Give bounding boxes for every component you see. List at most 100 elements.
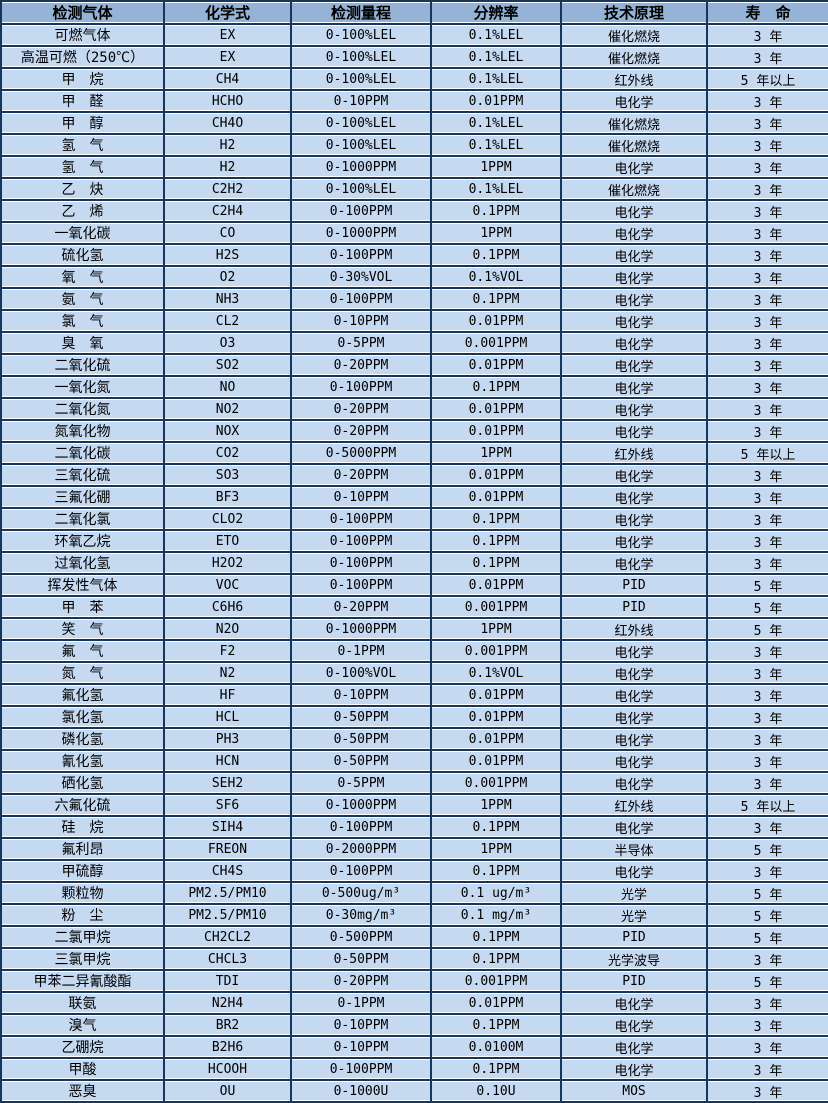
table-row: 硫化氢 H2S 0-100PPM 0.1PPM 电化学 3 年 xyxy=(0,243,828,267)
table-row: 三氯甲烷 CHCL3 0-50PPM 0.1PPM 光学波导 3 年 xyxy=(0,947,828,971)
cell-principle: 光学 xyxy=(560,881,708,905)
cell-resolution: 0.0100M xyxy=(430,1035,562,1059)
cell-formula: FREON xyxy=(163,837,292,861)
cell-lifespan: 3 年 xyxy=(706,243,828,267)
cell-formula: NH3 xyxy=(163,287,292,311)
cell-resolution: 0.1%LEL xyxy=(430,45,562,69)
cell-gas: 甲 苯 xyxy=(0,595,165,619)
cell-principle: 电化学 xyxy=(560,551,708,575)
cell-lifespan: 3 年 xyxy=(706,309,828,333)
cell-range: 0-50PPM xyxy=(290,727,432,751)
cell-resolution: 0.01PPM xyxy=(430,485,562,509)
cell-lifespan: 3 年 xyxy=(706,287,828,311)
cell-formula: C6H6 xyxy=(163,595,292,619)
cell-principle: 电化学 xyxy=(560,419,708,443)
cell-lifespan: 5 年 xyxy=(706,837,828,861)
cell-principle: 红外线 xyxy=(560,441,708,465)
table-row: 二氧化碳 CO2 0-5000PPM 1PPM 红外线 5 年以上 xyxy=(0,441,828,465)
cell-gas: 氟利昂 xyxy=(0,837,165,861)
cell-lifespan: 3 年 xyxy=(706,111,828,135)
table-row: 高温可燃（250℃） EX 0-100%LEL 0.1%LEL 催化燃烧 3 年 xyxy=(0,45,828,69)
cell-gas: 氮氧化物 xyxy=(0,419,165,443)
cell-range: 0-100%LEL xyxy=(290,45,432,69)
cell-resolution: 0.01PPM xyxy=(430,705,562,729)
cell-principle: PID xyxy=(560,595,708,619)
cell-formula: EX xyxy=(163,45,292,69)
table-row: 磷化氢 PH3 0-50PPM 0.01PPM 电化学 3 年 xyxy=(0,727,828,751)
cell-formula: CLO2 xyxy=(163,507,292,531)
cell-range: 0-10PPM xyxy=(290,1013,432,1037)
cell-gas: 氢 气 xyxy=(0,155,165,179)
cell-principle: 电化学 xyxy=(560,529,708,553)
cell-range: 0-20PPM xyxy=(290,419,432,443)
cell-principle: PID xyxy=(560,925,708,949)
table-row: 可燃气体 EX 0-100%LEL 0.1%LEL 催化燃烧 3 年 xyxy=(0,23,828,47)
cell-resolution: 0.1PPM xyxy=(430,925,562,949)
cell-principle: 电化学 xyxy=(560,661,708,685)
table-row: 甲 苯 C6H6 0-20PPM 0.001PPM PID 5 年 xyxy=(0,595,828,619)
cell-resolution: 0.01PPM xyxy=(430,727,562,751)
header-lifespan: 寿 命 xyxy=(706,0,828,25)
cell-gas: 氮 气 xyxy=(0,661,165,685)
table-row: 三氟化硼 BF3 0-10PPM 0.01PPM 电化学 3 年 xyxy=(0,485,828,509)
cell-resolution: 0.1%LEL xyxy=(430,177,562,201)
cell-principle: 电化学 xyxy=(560,507,708,531)
cell-resolution: 0.001PPM xyxy=(430,639,562,663)
cell-gas: 磷化氢 xyxy=(0,727,165,751)
table-row: 乙硼烷 B2H6 0-10PPM 0.0100M 电化学 3 年 xyxy=(0,1035,828,1059)
cell-resolution: 0.1PPM xyxy=(430,199,562,223)
table-row: 三氧化硫 SO3 0-20PPM 0.01PPM 电化学 3 年 xyxy=(0,463,828,487)
cell-resolution: 0.1%LEL xyxy=(430,23,562,47)
table-row: 挥发性气体 VOC 0-100PPM 0.01PPM PID 5 年 xyxy=(0,573,828,597)
cell-formula: NOX xyxy=(163,419,292,443)
cell-resolution: 0.01PPM xyxy=(430,749,562,773)
cell-range: 0-1000PPM xyxy=(290,793,432,817)
cell-principle: 电化学 xyxy=(560,485,708,509)
cell-range: 0-10PPM xyxy=(290,485,432,509)
cell-lifespan: 5 年 xyxy=(706,903,828,927)
table-row: 氧 气 O2 0-30%VOL 0.1%VOL 电化学 3 年 xyxy=(0,265,828,289)
cell-range: 0-10PPM xyxy=(290,89,432,113)
cell-range: 0-100%VOL xyxy=(290,661,432,685)
cell-formula: CO2 xyxy=(163,441,292,465)
cell-gas: 笑 气 xyxy=(0,617,165,641)
cell-range: 0-100PPM xyxy=(290,243,432,267)
cell-range: 0-5PPM xyxy=(290,771,432,795)
cell-formula: HCN xyxy=(163,749,292,773)
cell-range: 0-5000PPM xyxy=(290,441,432,465)
cell-resolution: 0.001PPM xyxy=(430,595,562,619)
cell-range: 0-100%LEL xyxy=(290,133,432,157)
cell-resolution: 0.1PPM xyxy=(430,507,562,531)
cell-lifespan: 5 年 xyxy=(706,881,828,905)
cell-resolution: 0.1 mg/m³ xyxy=(430,903,562,927)
cell-resolution: 0.01PPM xyxy=(430,991,562,1015)
cell-gas: 甲 醛 xyxy=(0,89,165,113)
cell-range: 0-10PPM xyxy=(290,1035,432,1059)
cell-principle: 电化学 xyxy=(560,815,708,839)
cell-range: 0-20PPM xyxy=(290,595,432,619)
cell-formula: N2 xyxy=(163,661,292,685)
table-row: 氢 气 H2 0-1000PPM 1PPM 电化学 3 年 xyxy=(0,155,828,179)
cell-gas: 三氯甲烷 xyxy=(0,947,165,971)
table-row: 二氯甲烷 CH2CL2 0-500PPM 0.1PPM PID 5 年 xyxy=(0,925,828,949)
cell-range: 0-20PPM xyxy=(290,463,432,487)
cell-lifespan: 3 年 xyxy=(706,331,828,355)
cell-range: 0-1000PPM xyxy=(290,617,432,641)
cell-range: 0-10PPM xyxy=(290,309,432,333)
cell-formula: H2 xyxy=(163,155,292,179)
cell-range: 0-100PPM xyxy=(290,815,432,839)
cell-principle: 电化学 xyxy=(560,199,708,223)
cell-lifespan: 3 年 xyxy=(706,661,828,685)
table-row: 氯 气 CL2 0-10PPM 0.01PPM 电化学 3 年 xyxy=(0,309,828,333)
cell-gas: 氧 气 xyxy=(0,265,165,289)
cell-gas: 氟 气 xyxy=(0,639,165,663)
cell-formula: TDI xyxy=(163,969,292,993)
table-row: 过氧化氢 H2O2 0-100PPM 0.1PPM 电化学 3 年 xyxy=(0,551,828,575)
cell-principle: 光学 xyxy=(560,903,708,927)
cell-range: 0-1PPM xyxy=(290,639,432,663)
cell-principle: 催化燃烧 xyxy=(560,45,708,69)
cell-lifespan: 5 年 xyxy=(706,969,828,993)
cell-range: 0-100%LEL xyxy=(290,67,432,91)
cell-lifespan: 3 年 xyxy=(706,1035,828,1059)
table-row: 乙 烯 C2H4 0-100PPM 0.1PPM 电化学 3 年 xyxy=(0,199,828,223)
